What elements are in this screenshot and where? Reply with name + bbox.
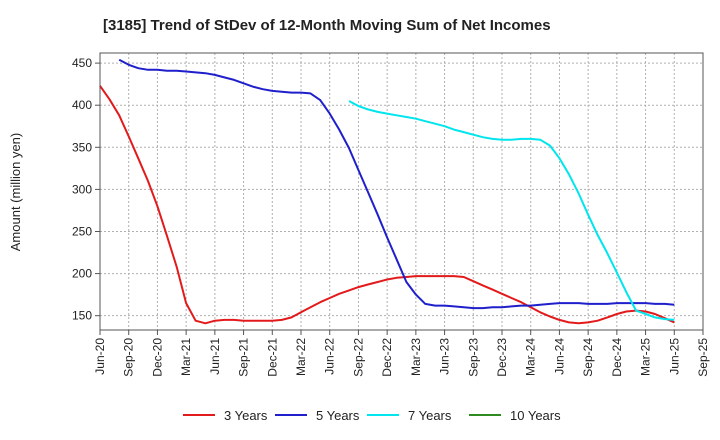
series-line-5-years (118, 58, 675, 310)
series-line-7-years (348, 100, 675, 321)
y-tick-label: 150 (72, 309, 92, 323)
x-axis-ticks: Jun-20 Sep-20 Dec-20 Mar-21 Jun-21 Sep-21 Dec-… (93, 330, 710, 377)
legend-label: 7 Years (408, 408, 452, 423)
x-tick-label: Jun-25 (667, 338, 681, 375)
series-line-3-years (99, 85, 675, 325)
x-tick-label: Dec-23 (495, 338, 509, 377)
chart-title: [3185] Trend of StDev of 12-Month Moving… (103, 17, 551, 34)
x-tick-label: Mar-25 (639, 338, 653, 376)
x-tick-label: Dec-22 (380, 338, 394, 377)
plot-area (99, 52, 704, 331)
x-tick-label: Jun-22 (323, 338, 337, 375)
y-tick-label: 250 (72, 224, 92, 238)
x-tick-label: Jun-20 (93, 338, 107, 375)
legend-label: 3 Years (224, 408, 268, 423)
x-tick-label: Sep-24 (581, 338, 595, 377)
x-tick-label: Dec-24 (610, 338, 624, 377)
legend-label: 5 Years (316, 408, 360, 423)
series-layer (99, 58, 675, 325)
x-tick-label: Sep-21 (237, 338, 251, 377)
legend: 3 Years 5 Years 7 Years 10 Years (183, 408, 561, 423)
x-tick-label: Mar-24 (524, 338, 538, 376)
x-tick-label: Sep-22 (351, 338, 365, 377)
x-tick-label: Dec-21 (265, 338, 279, 377)
y-axis-label: Amount (million yen) (8, 133, 23, 252)
y-tick-label: 450 (72, 56, 92, 70)
x-tick-label: Sep-20 (122, 338, 136, 377)
x-tick-label: Jun-21 (208, 338, 222, 375)
y-tick-label: 400 (72, 98, 92, 112)
grid (99, 53, 704, 330)
y-tick-label: 300 (72, 182, 92, 196)
x-tick-label: Sep-23 (466, 338, 480, 377)
x-tick-label: Mar-23 (409, 338, 423, 376)
x-tick-label: Mar-22 (294, 338, 308, 376)
y-tick-label: 200 (72, 267, 92, 281)
x-tick-label: Jun-24 (552, 338, 566, 375)
y-tick-label: 350 (72, 140, 92, 154)
x-tick-label: Sep-25 (696, 338, 710, 377)
x-tick-label: Mar-21 (179, 338, 193, 376)
x-tick-label: Jun-23 (438, 338, 452, 375)
x-tick-label: Dec-20 (150, 338, 164, 377)
legend-label: 10 Years (510, 408, 561, 423)
y-axis-ticks: 150 200 250 300 350 400 450 (72, 56, 100, 323)
